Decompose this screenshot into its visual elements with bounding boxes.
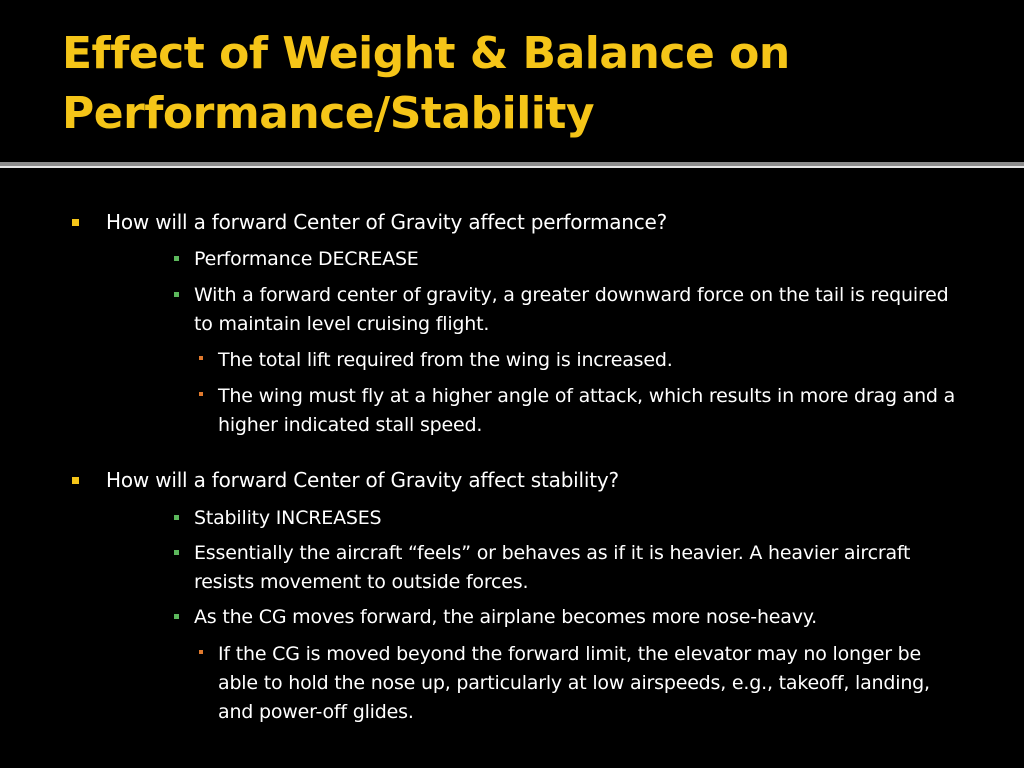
bullet-item-performance-decrease: Performance DECREASE	[174, 245, 954, 274]
slide-content: How will a forward Center of Gravity aff…	[0, 168, 1024, 768]
slide-title-line-1: Effect of Weight & Balance on	[62, 28, 790, 79]
square-bullet-icon	[174, 614, 179, 619]
square-bullet-icon	[199, 650, 203, 654]
square-bullet-icon	[174, 515, 179, 520]
square-bullet-icon	[72, 219, 79, 226]
square-bullet-icon	[72, 477, 79, 484]
bullet-text: As the CG moves forward, the airplane be…	[194, 606, 817, 628]
slide-title: Effect of Weight & Balance on Performanc…	[62, 24, 1002, 144]
square-bullet-icon	[174, 256, 179, 261]
bullet-item-higher-angle-of-attack: The wing must fly at a higher angle of a…	[199, 382, 988, 440]
square-bullet-icon	[174, 550, 179, 555]
bullet-item-question-performance: How will a forward Center of Gravity aff…	[72, 208, 986, 237]
bullet-text: How will a forward Center of Gravity aff…	[106, 468, 619, 492]
bullet-item-beyond-forward-limit: If the CG is moved beyond the forward li…	[199, 640, 958, 727]
slide-title-line-2: Performance/Stability	[62, 88, 595, 139]
bullet-item-forward-cg-tail-force: With a forward center of gravity, a grea…	[174, 281, 954, 339]
bullet-text: The wing must fly at a higher angle of a…	[218, 385, 956, 436]
bullet-item-total-lift: The total lift required from the wing is…	[199, 346, 988, 375]
bullet-item-feels-heavier: Essentially the aircraft “feels” or beha…	[174, 539, 964, 597]
bullet-text: Performance DECREASE	[194, 248, 419, 270]
square-bullet-icon	[199, 356, 203, 360]
bullet-text: How will a forward Center of Gravity aff…	[106, 210, 668, 234]
bullet-item-question-stability: How will a forward Center of Gravity aff…	[72, 466, 986, 495]
title-divider	[0, 162, 1024, 166]
title-divider-highlight	[0, 166, 1024, 168]
bullet-text: If the CG is moved beyond the forward li…	[218, 643, 930, 723]
bullet-text: The total lift required from the wing is…	[218, 349, 673, 371]
bullet-item-nose-heavy: As the CG moves forward, the airplane be…	[174, 603, 964, 632]
bullet-text: With a forward center of gravity, a grea…	[194, 284, 949, 335]
square-bullet-icon	[199, 392, 203, 396]
square-bullet-icon	[174, 292, 179, 297]
title-bar: Effect of Weight & Balance on Performanc…	[0, 0, 1024, 162]
bullet-item-stability-increases: Stability INCREASES	[174, 504, 954, 533]
bullet-text: Stability INCREASES	[194, 507, 382, 529]
bullet-text: Essentially the aircraft “feels” or beha…	[194, 542, 911, 593]
